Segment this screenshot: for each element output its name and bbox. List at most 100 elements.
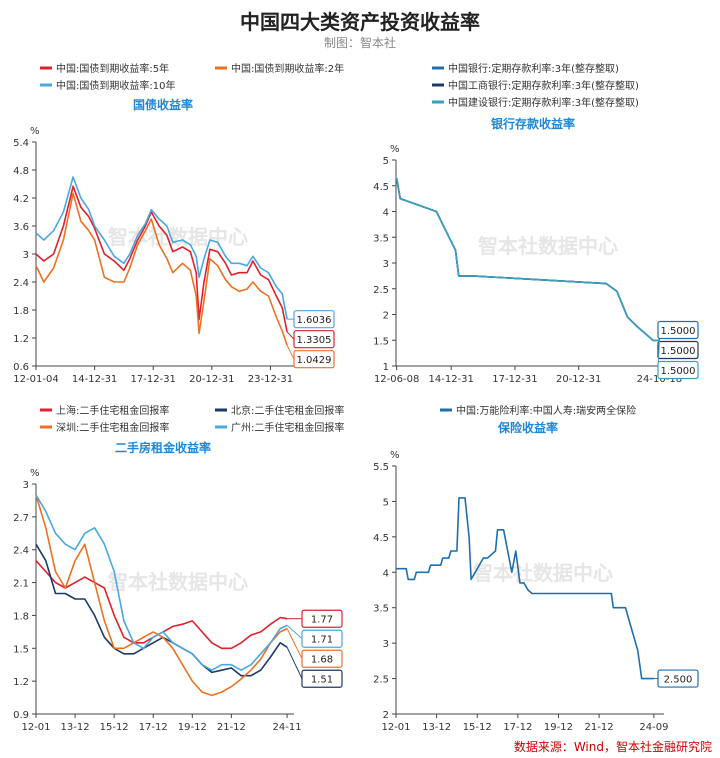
y-tick-label: 2.5 <box>373 285 389 296</box>
legend-label: 上海:二手住宅租金回报率 <box>56 404 169 417</box>
y-axis-unit: % <box>30 468 40 479</box>
chart-title: 国债收益率 <box>133 97 193 112</box>
y-tick-label: 2 <box>383 311 389 322</box>
legend-label: 广州:二手住宅租金回报率 <box>231 421 344 434</box>
y-tick-label: 5.4 <box>13 138 29 149</box>
x-tick-label: 15-12 <box>100 722 129 733</box>
y-tick-label: 5.5 <box>373 462 389 473</box>
legend-label: 中国工商银行:定期存款利率:3年(整存整取) <box>448 79 639 92</box>
end-label-box <box>301 609 343 628</box>
end-value-label: 1.5000 <box>661 346 696 357</box>
y-tick-label: 1.2 <box>13 677 29 688</box>
end-label-box <box>293 310 335 329</box>
series-line <box>395 177 660 342</box>
y-tick-label: 3 <box>23 250 29 261</box>
x-tick-label: 17-12 <box>503 722 532 733</box>
series-line <box>35 192 288 346</box>
x-tick-label: 14-12-31 <box>429 374 474 385</box>
end-value-label: 1.68 <box>311 655 333 666</box>
x-tick-label: 21-12 <box>585 722 614 733</box>
legend-label: 中国银行:定期存款利率:3年(整存整取) <box>448 62 619 75</box>
y-axis-unit: % <box>390 144 400 155</box>
end-label-leader <box>286 624 303 640</box>
y-tick-label: 3.5 <box>373 233 389 244</box>
y-tick-label: 1 <box>383 362 389 373</box>
series-line <box>35 176 288 320</box>
x-tick-label: 24-10-18 <box>637 374 682 385</box>
x-tick-label: 12-01 <box>381 722 410 733</box>
end-value-label: 1.71 <box>311 635 333 646</box>
end-label-box <box>657 320 699 340</box>
y-tick-label: 3.5 <box>373 604 389 615</box>
y-tick-label: 0.6 <box>13 362 29 373</box>
end-label-leader <box>286 628 303 659</box>
x-tick-label: 17-12-31 <box>492 374 537 385</box>
end-value-label: 1.5000 <box>661 326 696 337</box>
y-tick-label: 0.9 <box>13 710 29 721</box>
y-tick-label: 2.4 <box>13 546 29 557</box>
series-line <box>35 494 288 671</box>
legend-label: 中国:国债到期收益率:2年 <box>231 62 344 75</box>
x-tick-label: 24-09 <box>639 722 668 733</box>
y-tick-label: 3 <box>383 639 389 650</box>
y-tick-label: 3 <box>23 480 29 491</box>
x-tick-label: 21-12 <box>217 722 246 733</box>
y-tick-label: 4 <box>383 208 389 219</box>
chart-treasury-yields: 中国:国债到期收益率:5年 中国:国债到期收益率:2年中国:国债到期收益率:10年… <box>13 62 344 385</box>
end-value-label: 1.5000 <box>661 366 696 377</box>
series-line <box>395 177 660 342</box>
x-tick-label: 20-12-31 <box>556 374 601 385</box>
legend-label: 北京:二手住宅租金回报率 <box>231 404 344 417</box>
y-tick-label: 2.4 <box>13 278 29 289</box>
legend-label: 中国建设银行:定期存款利率:3年(整存整取) <box>448 96 639 109</box>
y-tick-label: 4.2 <box>13 194 29 205</box>
x-tick-label: 20-12-31 <box>189 374 234 385</box>
y-axis-unit: % <box>390 450 400 461</box>
y-tick-label: 3.6 <box>13 222 29 233</box>
page-title: 中国四大类资产投资收益率 <box>240 10 480 34</box>
y-tick-label: 4.8 <box>13 166 29 177</box>
chart-title: 保险收益率 <box>497 420 558 435</box>
x-tick-label: 23-12-31 <box>248 374 293 385</box>
series-line <box>395 177 660 342</box>
x-tick-label: 13-12 <box>422 722 451 733</box>
x-tick-label: 13-12 <box>61 722 90 733</box>
end-label-box <box>293 350 335 369</box>
legend-label: 中国:国债到期收益率:5年 <box>56 62 169 75</box>
legend-label: 中国:万能险利率:中国人寿:瑞安两全保险 <box>456 404 636 417</box>
x-tick-label: 14-12-31 <box>72 374 117 385</box>
series-line <box>35 185 288 333</box>
page-subtitle: 制图：智本社 <box>323 36 396 50</box>
y-tick-label: 1.8 <box>13 306 29 317</box>
x-tick-label: 17-12 <box>139 722 168 733</box>
end-label-box <box>657 340 699 360</box>
x-tick-label: 15-12 <box>463 722 492 733</box>
legend-label: 深圳:二手住宅租金回报率 <box>56 421 169 434</box>
chart-title: 二手房租金收益率 <box>115 440 211 455</box>
y-tick-label: 2 <box>383 710 389 721</box>
y-tick-label: 1.5 <box>13 644 29 655</box>
x-tick-label: 17-12-31 <box>131 374 176 385</box>
x-tick-label: 19-12 <box>178 722 207 733</box>
y-tick-label: 4.5 <box>373 533 389 544</box>
y-tick-label: 1.2 <box>13 334 29 345</box>
y-tick-label: 5 <box>383 497 389 508</box>
x-tick-label: 12-01 <box>21 722 50 733</box>
end-value-label: 1.51 <box>311 675 333 686</box>
data-source-note: 数据来源：Wind，智本社金融研究院 <box>513 740 712 754</box>
y-tick-label: 3 <box>383 259 389 270</box>
end-value-label: 1.77 <box>311 615 333 626</box>
y-tick-label: 5 <box>383 156 389 167</box>
watermark: 智本社数据中心 <box>108 225 248 249</box>
end-label-box <box>301 669 343 688</box>
y-tick-label: 4.5 <box>373 182 389 193</box>
series-line <box>396 497 654 680</box>
end-label-box <box>301 649 343 668</box>
end-label-box <box>293 330 335 349</box>
end-label-leader <box>286 345 295 360</box>
chart-title: 银行存款收益率 <box>491 116 575 131</box>
series-line <box>35 494 288 697</box>
end-value-label: 2.500 <box>664 675 693 686</box>
